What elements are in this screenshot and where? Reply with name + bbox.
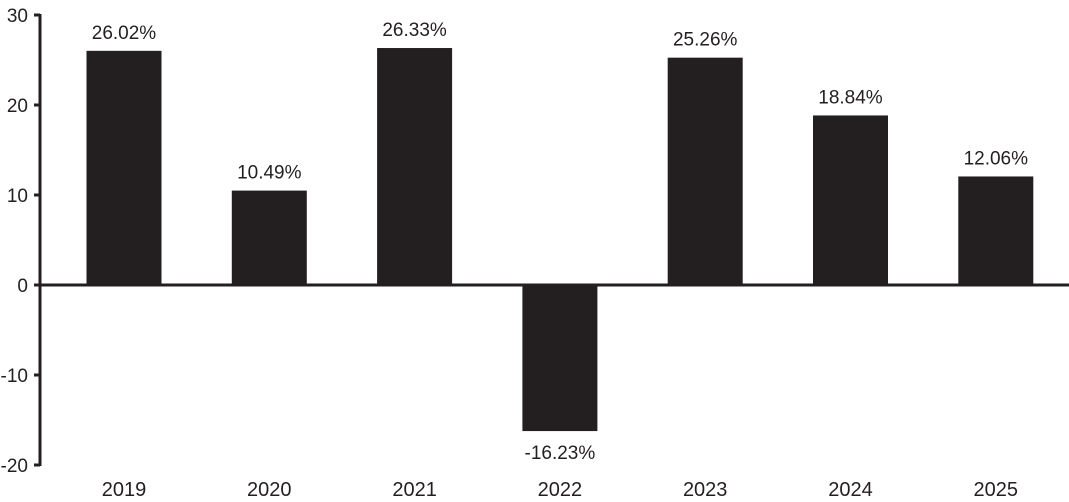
data-label-2021: 26.33% xyxy=(382,20,447,41)
bar-2021 xyxy=(377,48,453,285)
bar-2025 xyxy=(958,176,1034,285)
x-tick-label-2019: 2019 xyxy=(102,479,147,501)
x-tick-label-2025: 2025 xyxy=(974,479,1019,501)
bars xyxy=(86,48,1034,432)
data-label-2025: 12.06% xyxy=(964,148,1029,169)
bar-2024 xyxy=(813,115,888,285)
bar-2019 xyxy=(86,50,162,285)
y-tick-label: 10 xyxy=(7,186,28,207)
y-tick-label: 0 xyxy=(17,276,28,297)
x-tick-label-2024: 2024 xyxy=(828,479,873,501)
data-label-2020: 10.49% xyxy=(237,163,302,184)
bar-2023 xyxy=(667,57,743,285)
bar-2020 xyxy=(231,190,307,285)
data-label-2022: -16.23% xyxy=(525,443,596,464)
y-tick-label: 30 xyxy=(7,6,28,27)
y-axis: -20 -10 0 10 20 30 xyxy=(1,6,42,477)
y-tick-label: 20 xyxy=(7,96,28,117)
y-tick-label: -10 xyxy=(1,366,28,387)
x-tick-label-2022: 2022 xyxy=(538,479,583,501)
x-axis-labels: 2019 2020 2021 2022 2023 2024 2025 xyxy=(102,479,1018,501)
bar-2022 xyxy=(522,285,598,432)
data-label-2019: 26.02% xyxy=(92,23,157,44)
x-tick-label-2021: 2021 xyxy=(392,479,437,501)
x-tick-label-2023: 2023 xyxy=(683,479,728,501)
data-label-2023: 25.26% xyxy=(673,30,738,51)
data-labels: 26.02% 10.49% 26.33% -16.23% 25.26% 18.84% 12.… xyxy=(92,20,1028,464)
y-tick-label: -20 xyxy=(1,456,28,477)
x-tick-label-2020: 2020 xyxy=(247,479,292,501)
data-label-2024: 18.84% xyxy=(818,87,883,108)
